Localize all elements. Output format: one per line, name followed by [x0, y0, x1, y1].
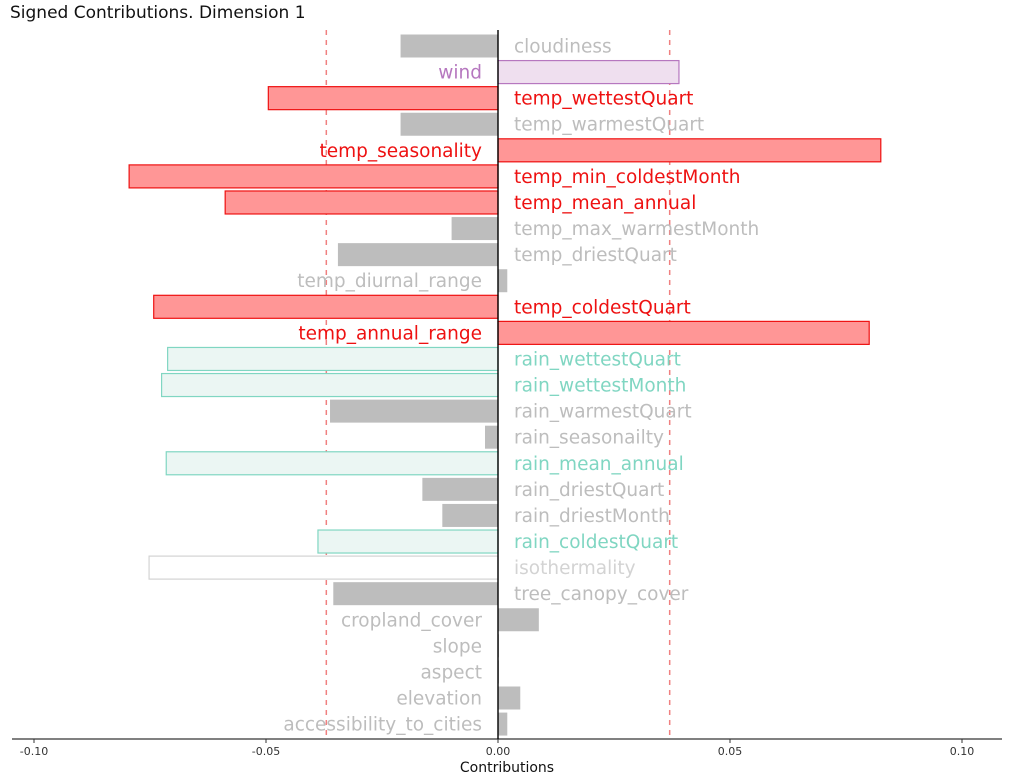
bar-cloudiness — [400, 34, 498, 58]
label-temp-min-coldestMonth: temp_min_coldestMonth — [514, 167, 740, 188]
label-temp-coldestQuart: temp_coldestQuart — [514, 297, 691, 318]
bar-cropland-cover — [498, 608, 539, 632]
x-tick-label: 0.00 — [486, 745, 511, 758]
label-temp-annual-range: temp_annual_range — [298, 323, 482, 344]
label-rain-wettestQuart: rain_wettestQuart — [514, 349, 681, 370]
label-rain-coldestQuart: rain_coldestQuart — [514, 532, 678, 553]
category-labels: cloudiness wind temp_wettestQuart temp_warm… — [283, 37, 759, 736]
bar-elevation — [498, 686, 521, 710]
bar-rain-driestQuart — [422, 477, 498, 501]
bar-wind — [497, 59, 680, 85]
label-rain-seasonailty: rain_seasonailty — [514, 428, 664, 449]
bar-rain-wettestMonth — [161, 372, 499, 398]
bar-temp-annual-range — [497, 320, 870, 345]
label-wind: wind — [438, 63, 482, 84]
bars — [128, 34, 882, 736]
label-accessibility-to-cities: accessibility_to_cities — [283, 715, 482, 736]
label-elevation: elevation — [396, 689, 482, 710]
x-tick-label: 0.05 — [718, 745, 743, 758]
bar-accessibility-to-cities — [498, 712, 508, 736]
label-rain-warmestQuart: rain_warmestQuart — [514, 402, 692, 423]
label-temp-mean-annual: temp_mean_annual — [514, 193, 696, 214]
label-temp-diurnal-range: temp_diurnal_range — [297, 271, 482, 292]
label-temp-seasonality: temp_seasonality — [319, 141, 482, 162]
bar-temp-coldestQuart — [153, 294, 499, 319]
label-isothermality: isothermality — [514, 558, 636, 579]
chart-title: Signed Contributions. Dimension 1 — [10, 3, 306, 23]
x-axis-ticks: -0.10 -0.05 0.00 0.05 0.10 — [20, 739, 974, 758]
label-rain-driestQuart: rain_driestQuart — [514, 480, 664, 501]
bar-rain-coldestQuart — [317, 529, 499, 554]
label-temp-warmestQuart: temp_warmestQuart — [514, 115, 704, 136]
label-aspect: aspect — [420, 662, 482, 683]
bar-rain-driestMonth — [442, 503, 498, 527]
label-rain-driestMonth: rain_driestMonth — [514, 506, 670, 527]
bar-temp-min-coldestMonth — [128, 164, 499, 189]
label-temp-driestQuart: temp_driestQuart — [514, 245, 677, 266]
bar-rain-seasonailty — [485, 425, 498, 449]
bar-temp-max-warmestMonth — [451, 217, 498, 241]
label-temp-max-warmestMonth: temp_max_warmestMonth — [514, 219, 759, 240]
bar-rain-warmestQuart — [330, 399, 498, 423]
bar-temp-diurnal-range — [498, 269, 508, 293]
bar-temp-seasonality — [497, 138, 882, 163]
x-tick-label: 0.10 — [950, 745, 975, 758]
x-tick-label: -0.05 — [252, 745, 280, 758]
label-rain-mean-annual: rain_mean_annual — [514, 454, 684, 475]
bar-temp-warmestQuart — [400, 112, 498, 136]
label-cloudiness: cloudiness — [514, 37, 612, 58]
x-axis-label: Contributions — [460, 760, 554, 776]
label-rain-wettestMonth: rain_wettestMonth — [514, 376, 686, 397]
label-cropland-cover: cropland_cover — [341, 610, 482, 631]
bar-temp-wettestQuart — [267, 86, 499, 111]
bar-rain-mean-annual — [165, 451, 499, 476]
bar-temp-mean-annual — [224, 190, 499, 215]
bar-temp-driestQuart — [337, 243, 498, 267]
label-tree-canopy-cover: tree_canopy_cover — [514, 584, 689, 605]
label-temp-wettestQuart: temp_wettestQuart — [514, 89, 693, 110]
x-tick-label: -0.10 — [20, 745, 48, 758]
bar-tree-canopy-cover — [333, 582, 498, 606]
label-slope: slope — [433, 636, 482, 657]
bar-isothermality — [148, 555, 499, 580]
bar-rain-wettestQuart — [167, 346, 499, 372]
